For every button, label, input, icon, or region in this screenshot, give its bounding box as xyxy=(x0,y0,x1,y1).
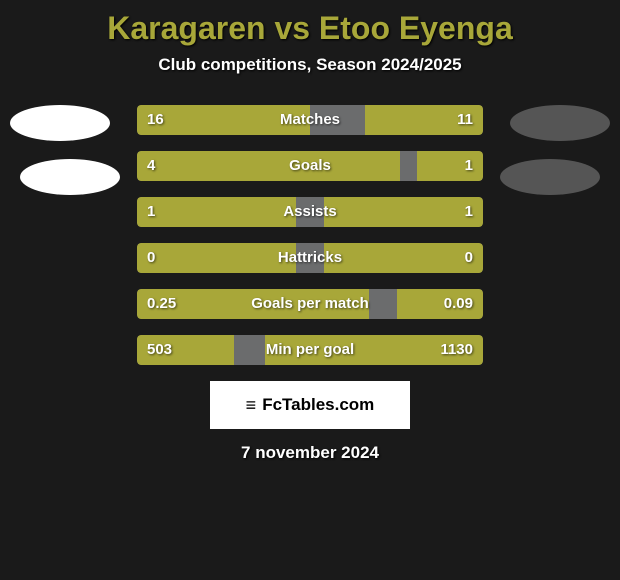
bar-metric-label: Goals xyxy=(137,151,483,181)
comparison-title: Karagaren vs Etoo Eyenga xyxy=(0,0,620,47)
date-label: 7 november 2024 xyxy=(0,443,620,463)
bar-row: 1611Matches xyxy=(137,105,483,135)
bar-metric-label: Min per goal xyxy=(137,335,483,365)
bar-metric-label: Goals per match xyxy=(137,289,483,319)
bar-row: 00Hattricks xyxy=(137,243,483,273)
player-right-flag-1 xyxy=(510,105,610,141)
source-logo: ≡ FcTables.com xyxy=(210,381,410,429)
comparison-subtitle: Club competitions, Season 2024/2025 xyxy=(0,55,620,75)
logo-text: FcTables.com xyxy=(262,395,374,415)
player-left-flag-1 xyxy=(10,105,110,141)
bar-row: 41Goals xyxy=(137,151,483,181)
bar-metric-label: Assists xyxy=(137,197,483,227)
player-left-flag-2 xyxy=(20,159,120,195)
bar-row: 11Assists xyxy=(137,197,483,227)
bar-row: 0.250.09Goals per match xyxy=(137,289,483,319)
player-right-flag-2 xyxy=(500,159,600,195)
bar-row: 5031130Min per goal xyxy=(137,335,483,365)
chart-area: 1611Matches 41Goals 11Assists 00Hattricks 0.… xyxy=(0,105,620,463)
bar-metric-label: Matches xyxy=(137,105,483,135)
bars-icon: ≡ xyxy=(246,395,257,416)
bar-metric-label: Hattricks xyxy=(137,243,483,273)
bars-container: 1611Matches 41Goals 11Assists 00Hattricks 0.… xyxy=(137,105,483,365)
